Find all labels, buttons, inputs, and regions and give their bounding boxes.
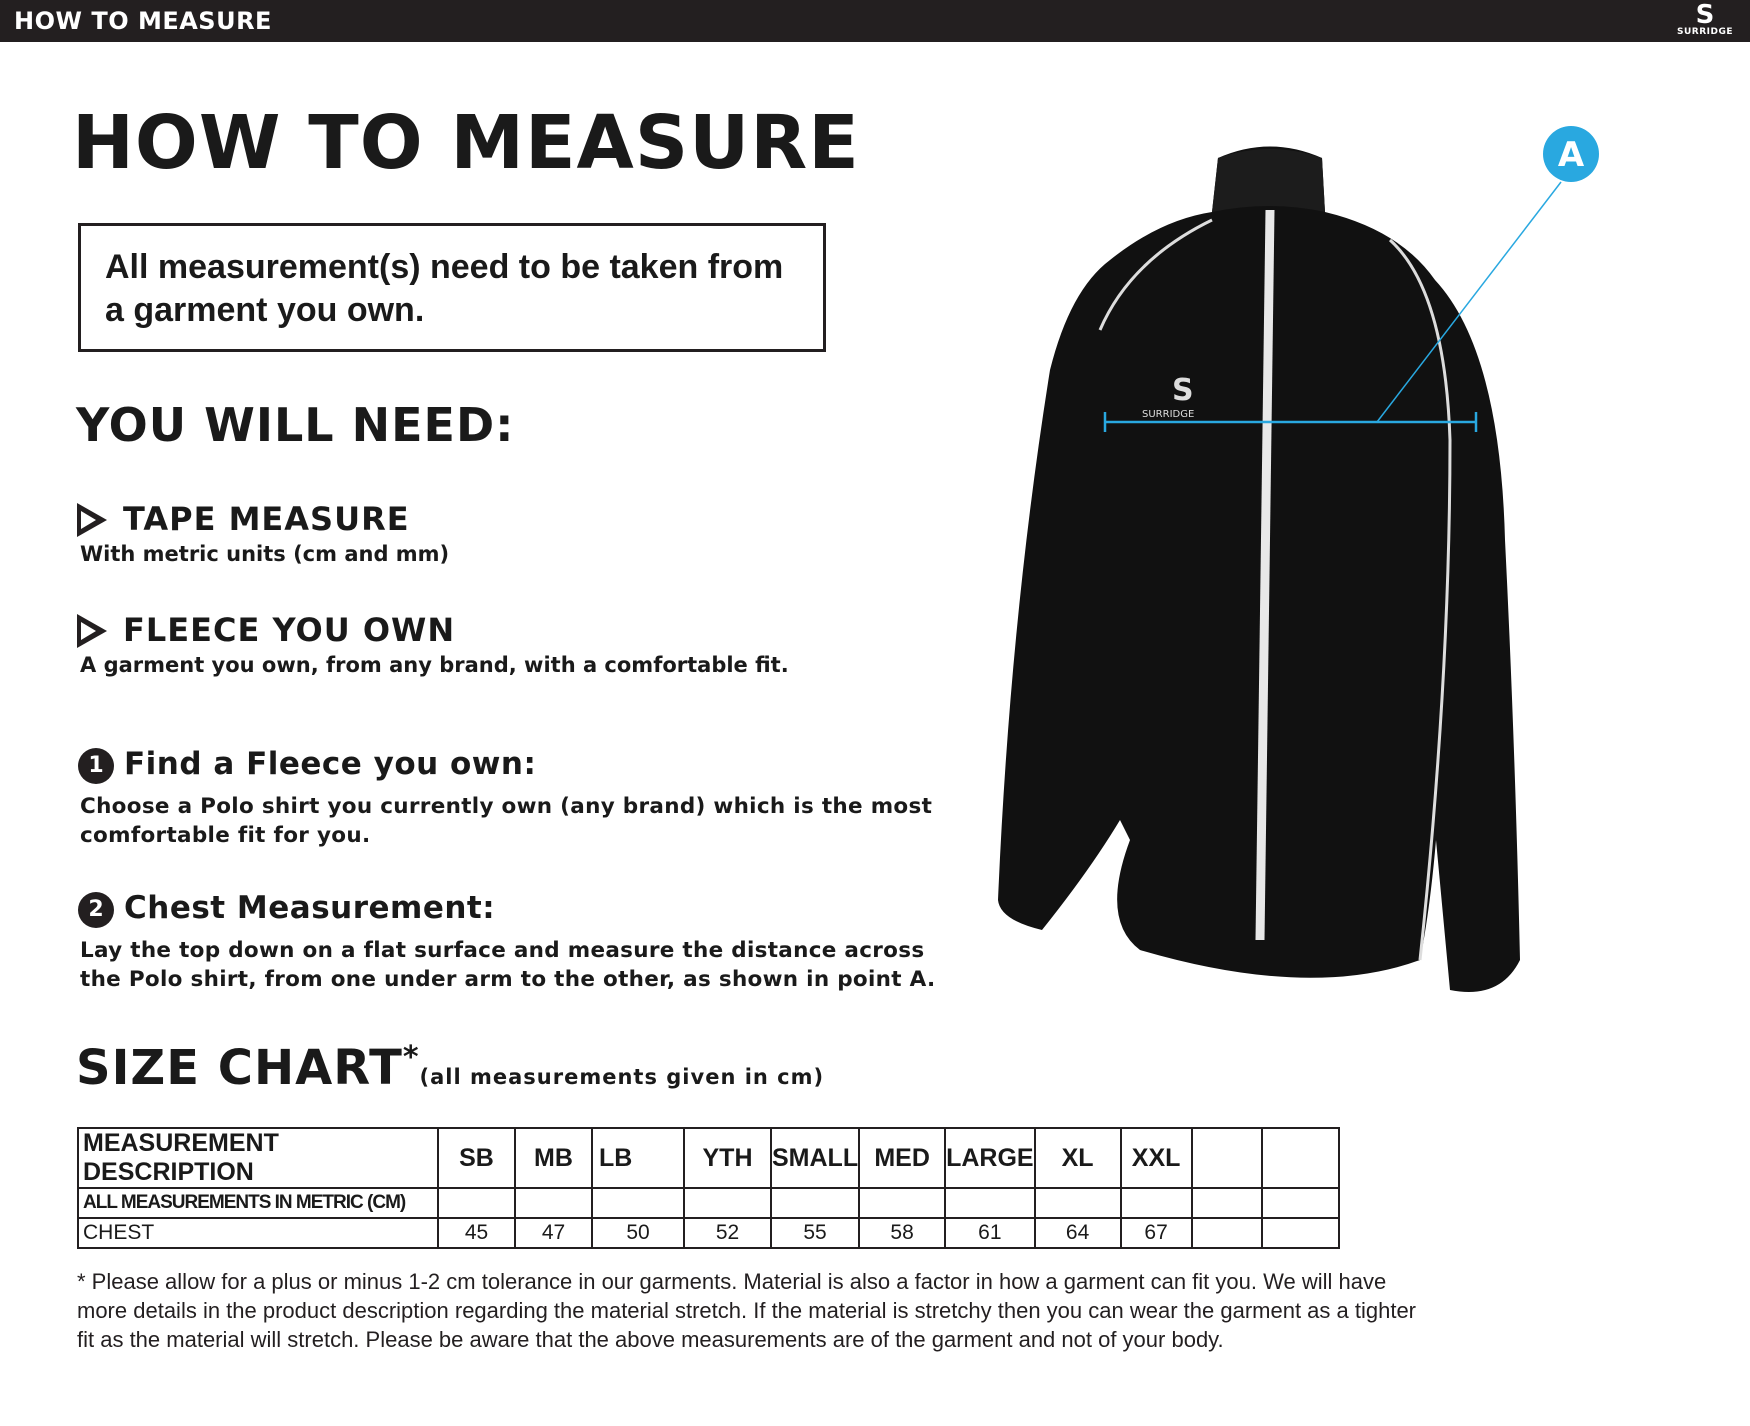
table-cell — [1260, 1187, 1340, 1219]
step-number-badge: 2 — [78, 892, 114, 928]
table-cell: 52 — [683, 1217, 772, 1249]
size-chart-heading: SIZE CHART*(all measurements given in cm… — [76, 1040, 825, 1096]
top-bar-title: HOW TO MEASURE — [14, 7, 272, 35]
table-row: ALL MEASUREMENTS IN METRIC (CM) — [77, 1187, 1340, 1219]
table-cell — [514, 1187, 593, 1219]
column-header: LB — [591, 1127, 685, 1189]
triangle-bullet-icon — [77, 614, 107, 648]
fleece-jacket-image: S SURRIDGE A — [998, 126, 1599, 992]
table-cell: 47 — [514, 1217, 593, 1249]
item-subtitle: A garment you own, from any brand, with … — [80, 653, 789, 677]
jacket-body — [998, 146, 1520, 992]
column-header: XL — [1033, 1127, 1122, 1189]
table-cell: 58 — [858, 1217, 947, 1249]
table-cell: 55 — [769, 1217, 861, 1249]
column-header: SB — [437, 1127, 516, 1189]
surridge-logo: S SURRIDGE — [1676, 0, 1733, 37]
column-header: MB — [514, 1127, 593, 1189]
pointer-line — [1376, 181, 1562, 423]
jacket-collar — [1212, 149, 1325, 212]
footnote: * Please allow for a plus or minus 1-2 c… — [77, 1269, 1417, 1352]
table-cell: 50 — [591, 1217, 685, 1249]
table-cell: CHEST — [77, 1217, 439, 1249]
table-cell — [769, 1187, 861, 1219]
table-cell — [437, 1187, 516, 1219]
column-header: YTH — [683, 1127, 772, 1189]
table-cell — [1190, 1187, 1263, 1219]
step-number-badge: 1 — [78, 748, 114, 784]
note-box: All measurement(s) need to be taken from… — [78, 223, 826, 352]
table-cell — [1190, 1217, 1263, 1249]
table-cell — [944, 1187, 1036, 1219]
triangle-bullet-icon — [77, 503, 107, 537]
table-cell: 61 — [944, 1217, 1036, 1249]
table-row: CHEST 45 47 50 52 55 58 61 64 67 — [77, 1217, 1340, 1249]
page-title: HOW TO MEASURE — [72, 100, 860, 186]
table-cell — [591, 1187, 685, 1219]
item-title: TAPE MEASURE — [123, 500, 410, 538]
point-a-label: A — [1558, 135, 1585, 175]
table-cell — [1260, 1217, 1340, 1249]
table-cell — [683, 1187, 772, 1219]
piping-right — [1388, 238, 1452, 961]
item-title: FLEECE YOU OWN — [123, 611, 456, 649]
step-title: Find a Fleece you own: — [124, 746, 537, 782]
zipper — [1255, 209, 1275, 941]
column-header: MEASUREMENT DESCRIPTION — [77, 1127, 439, 1189]
note-text: All measurement(s) need to be taken from… — [105, 248, 784, 329]
size-chart-table: MEASUREMENT DESCRIPTION SB MB LB YTH SMA… — [77, 1127, 1340, 1249]
column-header: XXL — [1119, 1127, 1193, 1189]
table-cell — [1033, 1187, 1122, 1219]
table-cell: 64 — [1033, 1217, 1122, 1249]
table-cell — [1119, 1187, 1193, 1219]
table-cell: 67 — [1119, 1217, 1193, 1249]
table-cell: ALL MEASUREMENTS IN METRIC (CM) — [77, 1187, 439, 1219]
jacket-logo-text: SURRIDGE — [1142, 409, 1194, 420]
step-text: Lay the top down on a flat surface and m… — [80, 938, 936, 992]
column-header — [1190, 1127, 1263, 1189]
table-cell — [858, 1187, 947, 1219]
table-header-row: MEASUREMENT DESCRIPTION SB MB LB YTH SMA… — [77, 1127, 1340, 1189]
jacket-logo-icon: S — [1172, 373, 1194, 408]
size-chart-subheading: (all measurements given in cm) — [419, 1065, 825, 1089]
piping-left — [1098, 218, 1213, 331]
table-cell: 45 — [437, 1217, 516, 1249]
step-title: Chest Measurement: — [124, 890, 496, 926]
you-will-need-heading: YOU WILL NEED: — [76, 398, 515, 452]
column-header: MED — [858, 1127, 947, 1189]
column-header — [1260, 1127, 1340, 1189]
column-header: LARGE — [944, 1127, 1036, 1189]
item-subtitle: With metric units (cm and mm) — [80, 542, 450, 566]
top-bar: HOW TO MEASURE S SURRIDGE — [0, 0, 1750, 42]
point-a-marker — [1543, 126, 1599, 182]
step-text: Choose a Polo shirt you currently own (a… — [80, 794, 933, 848]
column-header: SMALL — [769, 1127, 861, 1189]
